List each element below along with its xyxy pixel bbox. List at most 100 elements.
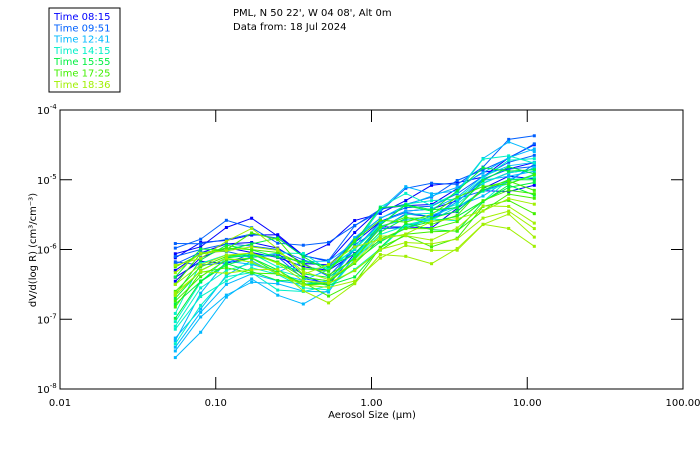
data-point — [430, 245, 434, 249]
data-point — [404, 186, 408, 190]
y-tick-label: 10-7 — [37, 312, 57, 326]
data-point — [378, 256, 382, 260]
data-point — [199, 256, 203, 260]
data-point — [430, 212, 434, 216]
series-time-18-36 — [173, 197, 536, 305]
data-point — [481, 188, 485, 192]
data-point — [378, 208, 382, 212]
y-tick-label: 10-8 — [37, 382, 57, 396]
data-point — [430, 220, 434, 224]
data-point — [199, 242, 203, 246]
legend-entry: Time 12:41 — [53, 35, 110, 46]
data-point — [301, 273, 305, 277]
data-point — [455, 220, 459, 224]
data-point — [250, 242, 254, 246]
data-point — [430, 216, 434, 220]
data-point — [173, 268, 177, 272]
data-point — [224, 226, 228, 230]
data-point — [507, 137, 511, 141]
data-point — [455, 182, 459, 186]
data-point — [224, 279, 228, 283]
data-point — [173, 349, 177, 353]
data-point — [532, 165, 536, 169]
data-point — [327, 281, 331, 285]
data-point — [173, 339, 177, 343]
data-point — [481, 174, 485, 178]
data-point — [327, 240, 331, 244]
series-group — [173, 134, 536, 360]
axes: 0.01 0.10 1.00 10.00 100.00 10-4 10-5 10-6 10-7 1… — [37, 103, 700, 409]
data-point — [430, 199, 434, 203]
data-point — [276, 255, 280, 259]
data-point — [327, 265, 331, 269]
data-point — [250, 231, 254, 235]
data-point — [404, 199, 408, 203]
data-point — [173, 263, 177, 267]
data-point — [507, 160, 511, 164]
data-point — [507, 197, 511, 201]
y-tick-label: 10-6 — [37, 243, 57, 257]
data-point — [481, 168, 485, 172]
data-point — [250, 251, 254, 255]
data-point — [532, 178, 536, 182]
data-point — [404, 191, 408, 195]
data-point — [353, 243, 357, 247]
data-point — [507, 204, 511, 208]
data-point — [507, 174, 511, 178]
y-tick-label: 10-5 — [37, 173, 57, 187]
data-point — [430, 181, 434, 185]
data-point — [507, 140, 511, 144]
data-point — [301, 269, 305, 273]
data-point — [532, 212, 536, 216]
data-point — [507, 226, 511, 230]
data-point — [224, 237, 228, 241]
data-point — [173, 275, 177, 279]
legend-entry: Time 08:15 — [53, 12, 110, 23]
data-point — [532, 221, 536, 225]
data-point — [507, 154, 511, 158]
data-point — [481, 179, 485, 183]
data-point — [404, 227, 408, 231]
data-point — [481, 184, 485, 188]
data-point — [199, 275, 203, 279]
data-point — [532, 244, 536, 248]
data-point — [173, 311, 177, 315]
data-point — [507, 198, 511, 202]
data-point — [250, 248, 254, 252]
data-point — [173, 242, 177, 246]
chart-title: PML, N 50 22', W 04 08', Alt 0m — [233, 8, 392, 19]
data-point — [481, 171, 485, 175]
data-point — [327, 301, 331, 305]
data-point — [199, 307, 203, 311]
data-point — [199, 310, 203, 314]
data-point — [455, 246, 459, 250]
data-point — [532, 181, 536, 185]
x-axis-label: Aerosol Size (µm) — [328, 410, 416, 421]
data-point — [327, 273, 331, 277]
data-point — [301, 265, 305, 269]
data-point — [199, 237, 203, 241]
data-point — [327, 294, 331, 298]
data-point — [378, 240, 382, 244]
data-point — [378, 211, 382, 215]
data-point — [353, 235, 357, 239]
data-point — [507, 158, 511, 162]
data-point — [481, 157, 485, 161]
data-point — [353, 247, 357, 251]
data-point — [301, 279, 305, 283]
data-point — [507, 209, 511, 213]
data-point — [276, 251, 280, 255]
data-point — [404, 215, 408, 219]
data-point — [250, 266, 254, 270]
data-point — [276, 247, 280, 251]
data-point — [532, 134, 536, 138]
data-point — [455, 179, 459, 183]
data-point — [199, 265, 203, 269]
data-point — [507, 167, 511, 171]
data-point — [378, 206, 382, 210]
data-point — [327, 275, 331, 279]
data-point — [430, 192, 434, 196]
data-point — [199, 315, 203, 319]
data-point — [173, 316, 177, 320]
